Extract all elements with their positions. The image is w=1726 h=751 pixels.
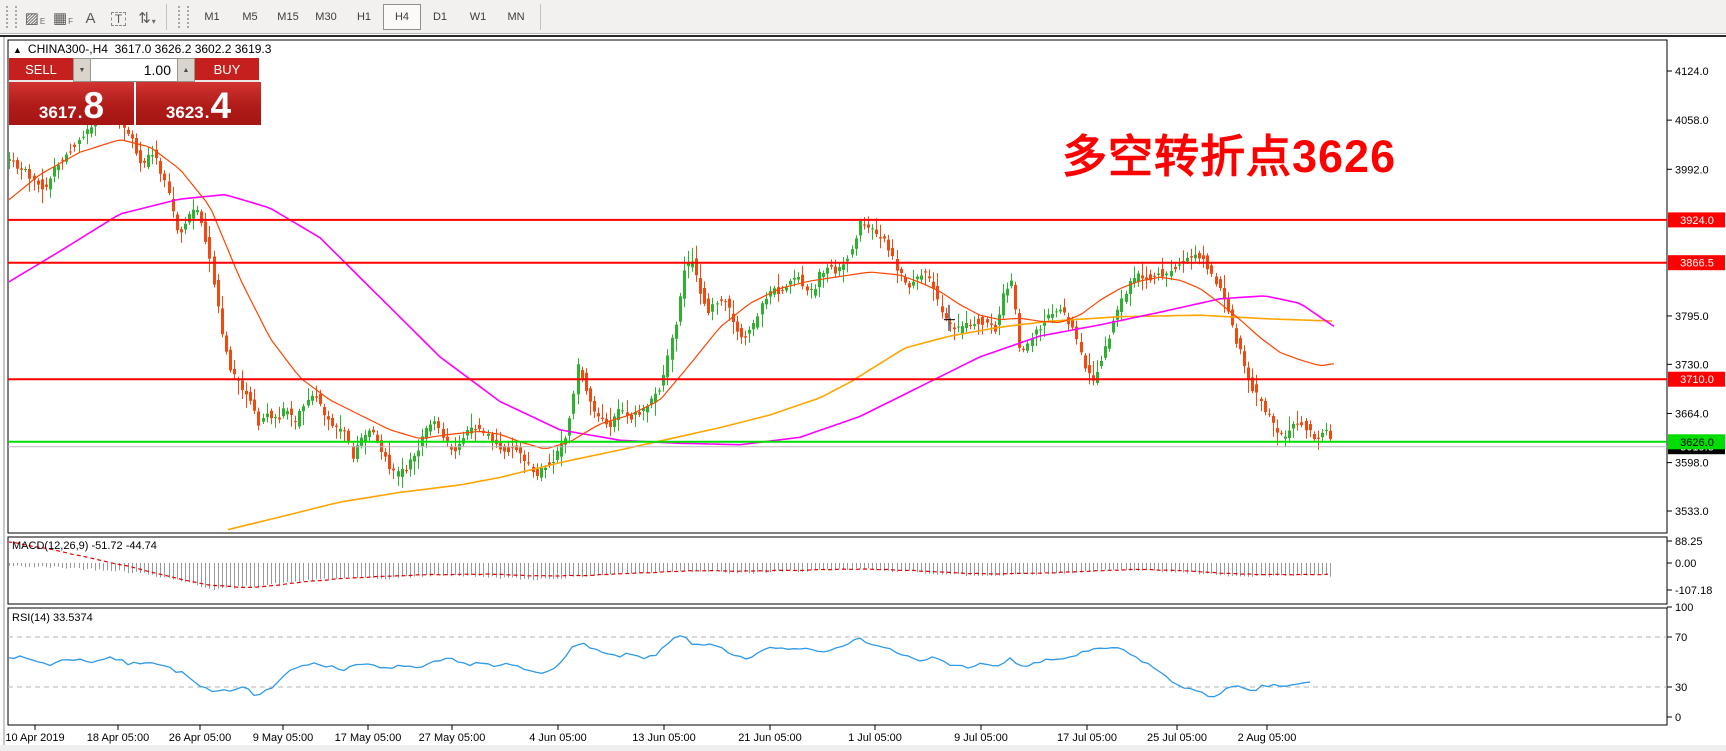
toolbar-separator-2	[540, 3, 541, 30]
timeframe-button-M15[interactable]: M15	[277, 10, 299, 23]
ohlc-values: 3617.0 3626.2 3602.2 3619.3	[114, 42, 272, 56]
svg-text:3730.0: 3730.0	[1675, 359, 1709, 371]
symbol-header: ▲ CHINA300-,H4 3617.0 3626.2 3602.2 3619.…	[13, 42, 271, 56]
svg-text:25 Jul 05:00: 25 Jul 05:00	[1147, 732, 1207, 744]
svg-text:17 Jul 05:00: 17 Jul 05:00	[1057, 732, 1117, 744]
svg-text:4058.0: 4058.0	[1675, 115, 1709, 127]
horizontal-levels-layer[interactable]	[8, 218, 1667, 448]
svg-text:3710.0: 3710.0	[1680, 374, 1714, 386]
arrow-styles-tool-icon[interactable]: ⇅ ▾	[138, 9, 156, 27]
volume-decrease-button[interactable]: ▼	[73, 58, 91, 82]
equidistant-channel-tool-icon[interactable]: ▨ E	[24, 9, 46, 27]
macd-axis-label: 0.00	[1675, 558, 1696, 570]
ma-mid-line	[227, 314, 1333, 531]
rsi-axis-label: 0	[1675, 712, 1681, 724]
svg-text:9 May 05:00: 9 May 05:00	[253, 732, 314, 744]
svg-text:3924.0: 3924.0	[1680, 215, 1714, 227]
svg-text:3626.0: 3626.0	[1680, 437, 1714, 449]
timeframe-button-D1[interactable]: D1	[432, 10, 448, 23]
svg-text:3866.5: 3866.5	[1680, 258, 1714, 270]
main-panel-frame	[7, 39, 1668, 534]
svg-text:4 Jun 05:00: 4 Jun 05:00	[529, 732, 587, 744]
sell-button[interactable]: SELL	[9, 58, 73, 82]
timeframe-button-M5[interactable]: M5	[242, 10, 258, 23]
rsi-layer	[9, 635, 1311, 698]
macd-label: MACD(12,26,9) -51.72 -44.74	[12, 540, 157, 552]
svg-text:17 May 05:00: 17 May 05:00	[335, 732, 402, 744]
fibonacci-grid-tool-icon[interactable]: ▦ F	[52, 9, 74, 27]
svg-text:3795.0: 3795.0	[1675, 311, 1709, 323]
svg-text:1 Jul 05:00: 1 Jul 05:00	[848, 732, 902, 744]
text-label-tool-icon[interactable]: T	[105, 4, 133, 30]
svg-text:27 May 05:00: 27 May 05:00	[419, 732, 486, 744]
svg-text:13 Jun 05:00: 13 Jun 05:00	[632, 732, 696, 744]
rsi-panel-frame	[7, 607, 1668, 726]
timeframe-button-W1[interactable]: W1	[469, 10, 487, 23]
svg-text:26 Apr 05:00: 26 Apr 05:00	[169, 732, 231, 744]
volume-increase-button[interactable]: ▲	[177, 58, 195, 82]
timeframe-button-H4[interactable]: H4	[383, 3, 421, 30]
svg-text:3992.0: 3992.0	[1675, 164, 1709, 176]
svg-text:9 Jul 05:00: 9 Jul 05:00	[954, 732, 1008, 744]
toolbar-grip[interactable]	[6, 5, 17, 28]
timeframe-button-H1[interactable]: H1	[356, 10, 372, 23]
rsi-axis-label: 30	[1675, 682, 1687, 694]
timeframe-button-M1[interactable]: M1	[204, 10, 220, 23]
svg-text:2 Aug 05:00: 2 Aug 05:00	[1238, 732, 1297, 744]
timeframes-group: M1 M5 M15 M30 H1 H4 D1 W1 MN	[193, 3, 535, 30]
window-left-border	[3, 37, 5, 751]
macd-axis-label: -107.18	[1675, 585, 1712, 597]
rsi-axis-label: 100	[1675, 602, 1693, 614]
cross-marker[interactable]	[944, 304, 955, 331]
buy-price-main: 3623	[165, 103, 204, 122]
svg-text:3533.0: 3533.0	[1675, 506, 1709, 518]
buy-price-box[interactable]: 3623. 4	[136, 82, 261, 125]
svg-text:18 Apr 05:00: 18 Apr 05:00	[87, 732, 149, 744]
macd-panel-frame	[7, 536, 1668, 605]
timeframe-button-MN[interactable]: MN	[507, 10, 525, 23]
toolbar-grip-2[interactable]	[178, 5, 189, 28]
date-axis[interactable]: 10 Apr 2019 18 Apr 05:00 26 Apr 05:00 9 May…	[5, 725, 1296, 744]
text-tool-icon[interactable]: A	[85, 9, 96, 27]
collapse-arrow-icon[interactable]: ▲	[13, 45, 22, 55]
buy-price-big-digit: 4	[210, 85, 232, 127]
svg-text:10 Apr 2019: 10 Apr 2019	[5, 732, 64, 744]
price-axis: 4124.0 4058.0 3992.0 3795.0 3730.0 3664.0 3598…	[1667, 66, 1725, 518]
ma-slow-line	[9, 193, 1335, 446]
toolbar: ▨ E ▦ F A T ⇅ ▾ M1 M5 M15 M30 H1 H4 D1 W1 MN	[0, 0, 1726, 34]
buy-price-dot: .	[204, 103, 210, 122]
toolbar-separator	[166, 3, 167, 30]
svg-text:3598.0: 3598.0	[1675, 458, 1709, 470]
symbol-title: CHINA300-,H4	[27, 42, 108, 56]
buy-button[interactable]: BUY	[195, 58, 259, 82]
rsi-axis-label: 70	[1675, 632, 1687, 644]
rsi-label: RSI(14) 33.5374	[12, 612, 93, 624]
sell-price-main: 3617	[38, 103, 77, 122]
svg-text:21 Jun 05:00: 21 Jun 05:00	[738, 732, 802, 744]
drawing-tools-group: ▨ E ▦ F A T ⇅ ▾	[21, 4, 161, 30]
macd-axis-label: 88.25	[1675, 536, 1703, 548]
window-bottom-strip	[0, 745, 1726, 751]
sell-price-big-digit: 8	[83, 85, 105, 127]
sell-price-dot: .	[77, 103, 83, 122]
one-click-trade-panel: SELL ▼ 1.00 ▲ BUY 3617. 8 3623. 4	[9, 58, 261, 125]
timeframe-button-M30[interactable]: M30	[315, 10, 337, 23]
svg-text:4124.0: 4124.0	[1675, 66, 1709, 78]
svg-text:3664.0: 3664.0	[1675, 408, 1709, 420]
volume-input[interactable]: 1.00	[91, 58, 177, 82]
sell-price-box[interactable]: 3617. 8	[9, 82, 134, 125]
macd-layer	[9, 541, 1331, 590]
chart-annotation-text: 多空转折点3626	[1062, 131, 1397, 182]
ma-fast-line	[9, 139, 1335, 449]
window-top-border	[0, 35, 1726, 37]
